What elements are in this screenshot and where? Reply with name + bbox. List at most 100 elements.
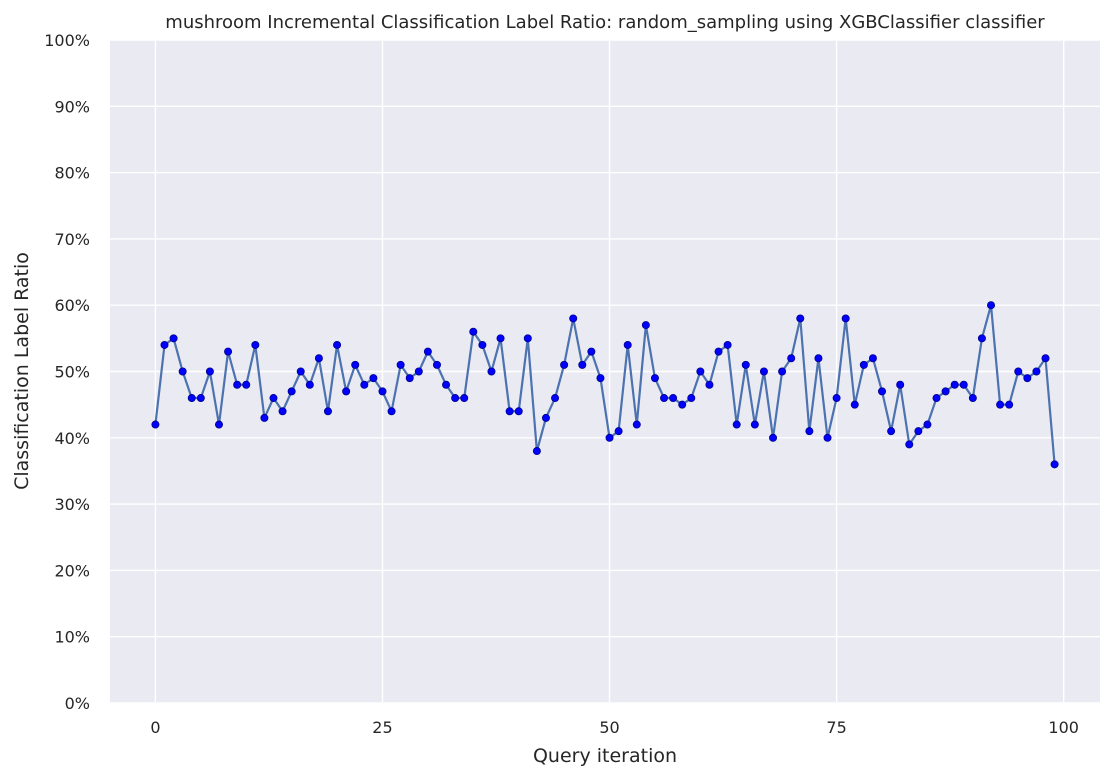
data-point: [678, 400, 687, 409]
x-tick-labels: 0 25 50 75 100: [150, 718, 1079, 737]
data-point: [587, 347, 596, 356]
data-point: [1041, 354, 1050, 363]
data-point: [832, 394, 841, 403]
x-tick-label: 100: [1048, 718, 1079, 737]
data-point: [669, 394, 678, 403]
data-point: [696, 367, 705, 376]
y-tick-label: 20%: [54, 561, 90, 580]
y-tick-label: 60%: [54, 296, 90, 315]
data-point: [923, 420, 932, 429]
data-point: [387, 407, 396, 416]
data-point: [287, 387, 296, 396]
data-point: [759, 367, 768, 376]
data-point: [623, 340, 632, 349]
grid-lines: [110, 39, 1100, 704]
data-point: [996, 400, 1005, 409]
data-point: [460, 394, 469, 403]
data-point: [405, 374, 414, 383]
data-point: [296, 367, 305, 376]
data-point: [914, 427, 923, 436]
data-point: [1032, 367, 1041, 376]
data-point: [233, 380, 242, 389]
data-point: [605, 433, 614, 442]
data-point: [541, 413, 550, 422]
data-point: [151, 420, 160, 429]
data-points: [151, 301, 1059, 469]
y-tick-label: 50%: [54, 363, 90, 382]
data-point: [214, 420, 223, 429]
data-point: [314, 354, 323, 363]
x-tick-label: 25: [372, 718, 392, 737]
data-point: [778, 367, 787, 376]
data-point: [360, 380, 369, 389]
data-point: [333, 340, 342, 349]
data-point: [705, 380, 714, 389]
data-point: [614, 427, 623, 436]
data-point: [569, 314, 578, 323]
data-point: [660, 394, 669, 403]
data-point: [687, 394, 696, 403]
data-point: [469, 327, 478, 336]
data-point: [305, 380, 314, 389]
y-tick-label: 80%: [54, 164, 90, 183]
data-point: [905, 440, 914, 449]
data-point: [896, 380, 905, 389]
x-axis-label: Query iteration: [533, 745, 677, 767]
data-point: [950, 380, 959, 389]
data-point: [269, 394, 278, 403]
data-point: [968, 394, 977, 403]
data-point: [378, 387, 387, 396]
data-point: [451, 394, 460, 403]
x-tick-label: 75: [826, 718, 846, 737]
data-point: [632, 420, 641, 429]
data-point: [714, 347, 723, 356]
data-point: [478, 340, 487, 349]
data-point: [523, 334, 532, 343]
y-tick-label: 10%: [54, 628, 90, 647]
data-point: [977, 334, 986, 343]
data-point: [941, 387, 950, 396]
data-point: [505, 407, 514, 416]
data-point: [987, 301, 996, 310]
data-point: [251, 340, 260, 349]
y-tick-label: 100%: [44, 31, 90, 50]
data-point: [578, 360, 587, 369]
data-point: [850, 400, 859, 409]
data-point: [787, 354, 796, 363]
x-tick-label: 50: [599, 718, 619, 737]
data-point: [224, 347, 233, 356]
data-point: [741, 360, 750, 369]
data-point: [278, 407, 287, 416]
data-point: [551, 394, 560, 403]
data-point: [805, 427, 814, 436]
data-point: [196, 394, 205, 403]
data-point: [396, 360, 405, 369]
data-point: [414, 367, 423, 376]
data-point: [205, 367, 214, 376]
data-point: [351, 360, 360, 369]
data-point: [342, 387, 351, 396]
data-point: [823, 433, 832, 442]
data-point: [596, 374, 605, 383]
data-point: [750, 420, 759, 429]
y-tick-label: 90%: [54, 97, 90, 116]
data-point: [323, 407, 332, 416]
data-point: [369, 374, 378, 383]
data-point: [841, 314, 850, 323]
y-tick-label: 30%: [54, 495, 90, 514]
data-point: [859, 360, 868, 369]
y-tick-label: 70%: [54, 230, 90, 249]
y-tick-label: 40%: [54, 429, 90, 448]
data-point: [1005, 400, 1014, 409]
data-point: [959, 380, 968, 389]
data-point: [1023, 374, 1032, 383]
data-point: [187, 394, 196, 403]
data-point: [560, 360, 569, 369]
data-point: [769, 433, 778, 442]
data-point: [932, 394, 941, 403]
data-point: [423, 347, 432, 356]
y-tick-labels: 0% 10% 20% 30% 40% 50% 60% 70% 80% 90% 100%: [44, 31, 90, 713]
data-point: [878, 387, 887, 396]
data-point: [732, 420, 741, 429]
